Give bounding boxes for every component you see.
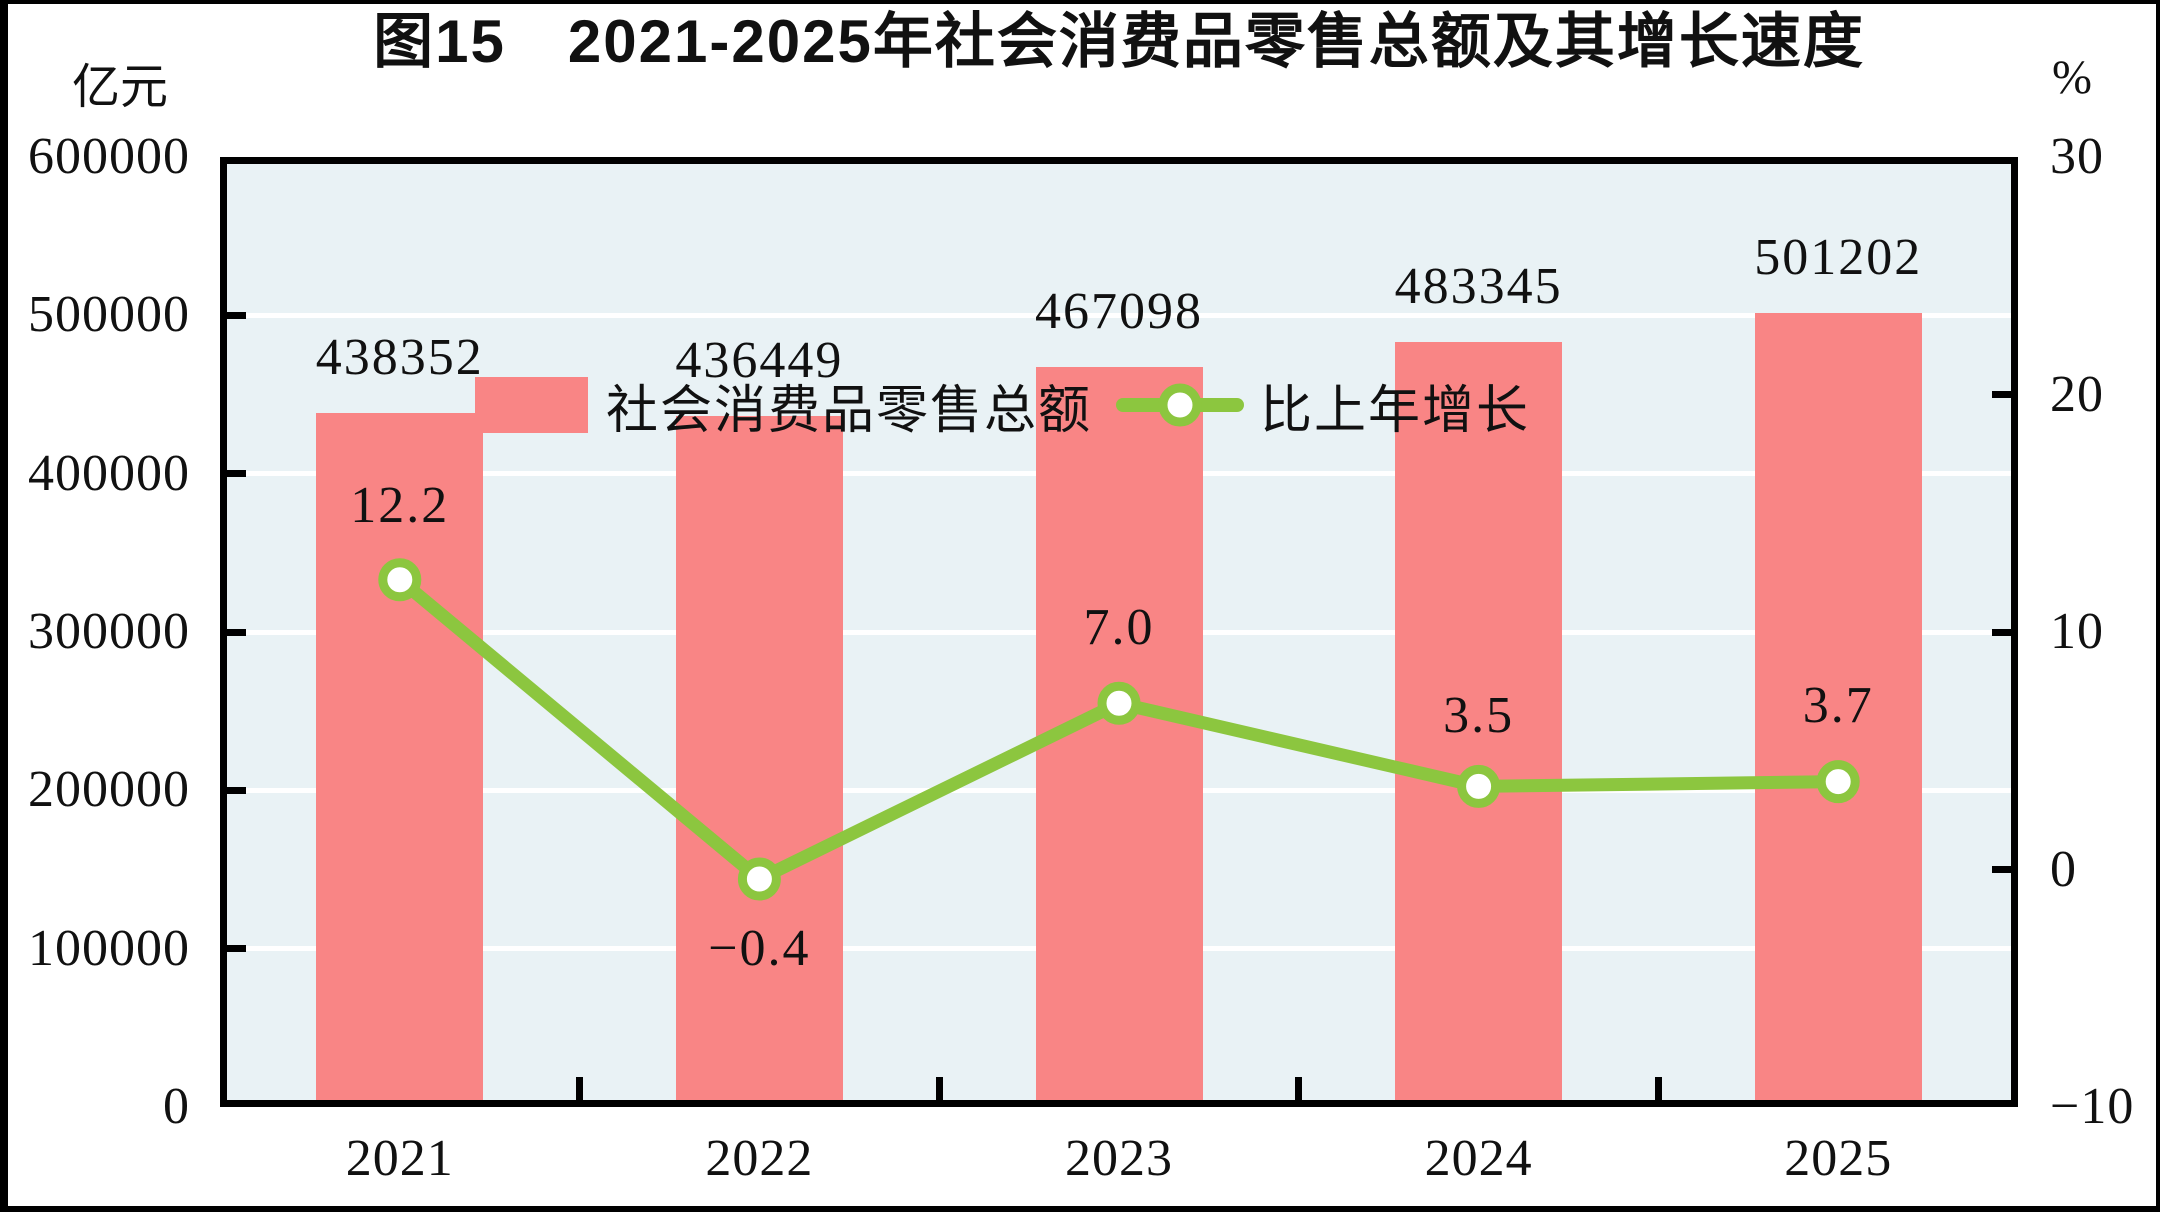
plot-spine-bottom	[220, 1100, 2018, 1107]
bar-value-label: 436449	[675, 331, 844, 389]
right-axis-tick	[1992, 628, 2018, 636]
legend: 社会消费品零售总额 比上年增长	[475, 371, 1530, 440]
bar-2022	[675, 415, 843, 1107]
chart-title: 图15 2021-2025年社会消费品零售总额及其增长速度	[373, 8, 1865, 75]
growth-value-label: 3.7	[1802, 676, 1874, 734]
legend-bar-label: 社会消费品零售总额	[606, 382, 1093, 440]
right-axis-tick	[1992, 391, 2018, 398]
left-axis-tick	[220, 311, 246, 319]
left-axis-tick	[220, 945, 246, 953]
growth-value-label: 3.5	[1443, 687, 1515, 745]
right-axis-unit: %	[2052, 51, 2092, 104]
growth-point-marker-2021	[378, 558, 422, 602]
legend-line-marker-icon	[1158, 383, 1202, 427]
left-axis-tick-label: 500000	[28, 286, 190, 344]
plot-spine-left	[220, 157, 227, 1107]
growth-point-marker-2025	[1816, 760, 1860, 804]
right-axis-tick	[1992, 866, 2018, 873]
bar-2021	[316, 412, 484, 1107]
right-axis-tick-label: 30	[2050, 128, 2104, 185]
left-axis-tick-label: 0	[163, 1078, 190, 1135]
bar-value-label: 501202	[1754, 229, 1923, 287]
bar-value-label: 483345	[1394, 257, 1563, 315]
right-axis-tick-label: 0	[2050, 840, 2077, 898]
x-axis-label-2024: 2024	[1424, 1130, 1533, 1187]
x-axis-label-2022: 2022	[705, 1130, 814, 1187]
right-axis-tick-label: 10	[2050, 603, 2104, 660]
bar-value-label: 438352	[315, 328, 484, 386]
growth-value-label: −0.4	[708, 920, 811, 977]
legend-line-label: 比上年增长	[1260, 382, 1531, 440]
right-axis-tick-label: −10	[2050, 1078, 2135, 1135]
plot-spine-right	[2011, 157, 2018, 1107]
left-axis-tick-label: 600000	[28, 128, 190, 185]
x-axis-tick	[576, 1077, 584, 1107]
gridline	[220, 312, 2018, 318]
left-axis-tick-label: 400000	[28, 444, 190, 502]
growth-line	[378, 558, 1860, 901]
left-axis-tick	[220, 786, 246, 794]
right-axis-tick-label: 20	[2050, 365, 2104, 423]
growth-value-label: 12.2	[350, 476, 450, 534]
bar-value-label: 467098	[1035, 283, 1203, 341]
x-axis-tick	[935, 1077, 943, 1107]
left-axis-tick-label: 200000	[28, 761, 190, 819]
x-axis-label-2021: 2021	[345, 1130, 454, 1187]
bar-2024	[1395, 341, 1563, 1107]
x-axis-tick	[1295, 1077, 1303, 1107]
left-axis-tick	[220, 470, 246, 478]
growth-point-marker-2024	[1457, 764, 1501, 808]
left-axis-unit: 亿元	[71, 61, 168, 114]
x-axis-label-2023: 2023	[1065, 1130, 1173, 1187]
growth-point-marker-2023	[1097, 681, 1141, 725]
left-axis-tick-label: 300000	[28, 603, 190, 660]
plot-area: 社会消费品零售总额 比上年增长 438352 436449 467098 483345…	[220, 157, 2018, 1107]
left-axis-tick	[220, 628, 246, 636]
growth-point-marker-2022	[737, 857, 781, 901]
legend-bar-swatch	[475, 377, 588, 433]
growth-value-label: 7.0	[1083, 599, 1155, 657]
x-axis-tick	[1654, 1077, 1662, 1107]
legend-line-sample	[1116, 377, 1245, 433]
left-axis-tick-label: 100000	[28, 919, 190, 977]
x-axis-label-2025: 2025	[1784, 1130, 1893, 1187]
bar-2025	[1754, 313, 1922, 1107]
plot-spine-top	[220, 157, 2018, 164]
